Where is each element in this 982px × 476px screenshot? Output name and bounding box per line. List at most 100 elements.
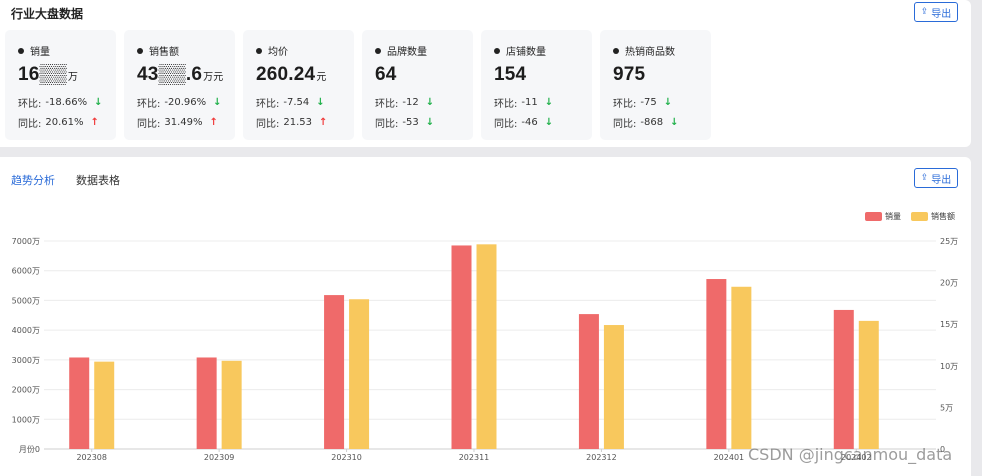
trend-tabs: 趋势分析 数据表格 <box>11 172 120 188</box>
mom-row: 环比: -11 ↓ <box>494 95 553 110</box>
mom-value: -20.96% <box>164 97 207 108</box>
metric-label: 均价 <box>256 43 288 58</box>
yoy-row: 同比: 20.61% ↑ <box>18 115 99 130</box>
export-trend-button[interactable]: ⇪ 导出 <box>914 168 958 188</box>
mom-row: 环比: -12 ↓ <box>375 95 434 110</box>
bullet-icon <box>613 47 619 54</box>
metric-label-text: 销量 <box>30 47 50 58</box>
mom-row: 环比: -18.66% ↓ <box>18 95 103 110</box>
yoy-value: 21.53 <box>283 117 313 128</box>
y-right-tick-label: 10万 <box>940 362 958 371</box>
overview-title: 行业大盘数据 <box>11 7 84 21</box>
metric-value-number: 975 <box>613 64 646 85</box>
metric-card: 销量 16▒▒万 环比: -18.66% ↓ 同比: 20.61% ↑ <box>5 30 116 140</box>
legend-label: 销量 <box>885 212 901 221</box>
metric-label-text: 店铺数量 <box>506 47 546 58</box>
arrow-down-icon: ↓ <box>670 117 679 128</box>
bar-sales-volume <box>451 245 472 449</box>
yoy-row: 同比: -53 ↓ <box>375 115 434 130</box>
bar-sales-volume <box>833 309 854 449</box>
x-tick-label: 202402 <box>841 453 872 462</box>
arrow-down-icon: ↓ <box>425 117 435 128</box>
export-overview-button[interactable]: ⇪ 导出 <box>914 2 958 22</box>
metric-label: 店铺数量 <box>494 43 546 58</box>
bar-sales-volume <box>324 295 345 449</box>
metric-value-number: 64 <box>375 64 397 85</box>
metric-unit: 元 <box>316 72 327 83</box>
y-left-tick-label: 1000万 <box>12 415 40 424</box>
yoy-row: 同比: 21.53 ↑ <box>256 115 327 130</box>
legend-label: 销售额 <box>931 212 955 221</box>
yoy-label: 同比: <box>256 119 280 130</box>
y-left-tick-label: 4000万 <box>12 326 40 335</box>
y-right-tick-label: 25万 <box>940 237 958 246</box>
arrow-down-icon: ↓ <box>544 97 554 108</box>
x-tick-label: 202308 <box>76 453 107 462</box>
bullet-icon <box>375 47 381 54</box>
metric-value-number: 43▒▒.6 <box>137 64 203 85</box>
yoy-value: -868 <box>640 117 664 128</box>
metric-card: 均价 260.24元 环比: -7.54 ↓ 同比: 21.53 ↑ <box>243 30 354 140</box>
arrow-down-icon: ↓ <box>663 97 673 108</box>
arrow-down-icon: ↓ <box>94 97 103 108</box>
legend-swatch <box>911 212 928 221</box>
yoy-value: -53 <box>402 117 419 128</box>
yoy-value: 20.61% <box>45 117 84 128</box>
bullet-icon <box>494 47 500 54</box>
export-icon: ⇪ <box>920 6 929 17</box>
arrow-down-icon: ↓ <box>425 97 435 108</box>
metric-value: 975 <box>613 64 646 86</box>
metric-value: 64 <box>375 64 398 86</box>
bullet-icon <box>256 47 262 54</box>
watermark-text: CSDN @jingcanmou_data <box>748 445 953 464</box>
y-right-tick-label: 0 <box>940 445 945 454</box>
bar-sales-amount <box>221 360 242 449</box>
mom-value: -12 <box>402 97 419 108</box>
arrow-up-icon: ↑ <box>90 117 99 128</box>
yoy-label: 同比: <box>137 119 161 130</box>
overview-panel: 行业大盘数据 ⇪ 导出 销量 16▒▒万 环比: -18.66% ↓ 同比: 20.61% ↑… <box>0 0 971 147</box>
bar-sales-volume <box>196 357 217 449</box>
arrow-down-icon: ↓ <box>316 97 325 108</box>
yoy-label: 同比: <box>494 119 518 130</box>
y-left-tick-label: 月份0 <box>19 444 40 454</box>
y-right-tick-label: 20万 <box>940 279 958 288</box>
x-tick-label: 202311 <box>459 453 490 462</box>
tab-trend-analysis[interactable]: 趋势分析 <box>11 174 55 187</box>
metric-card: 店铺数量 154 环比: -11 ↓ 同比: -46 ↓ <box>481 30 592 140</box>
bullet-icon <box>137 47 143 54</box>
metric-value-number: 154 <box>494 64 527 85</box>
legend-swatch <box>865 212 882 221</box>
arrow-up-icon: ↑ <box>319 117 328 128</box>
legend-item-sales-amount[interactable]: 销售额 <box>911 211 955 222</box>
tab-data-table[interactable]: 数据表格 <box>76 174 120 187</box>
metric-value: 16▒▒万 <box>18 64 78 86</box>
yoy-label: 同比: <box>375 119 399 130</box>
metric-label: 品牌数量 <box>375 43 427 58</box>
mom-label: 环比: <box>375 99 399 110</box>
metric-cards: 销量 16▒▒万 环比: -18.66% ↓ 同比: 20.61% ↑ 销售额 43▒▒.6万元环… <box>5 30 711 140</box>
mom-row: 环比: -20.96% ↓ <box>137 95 222 110</box>
yoy-label: 同比: <box>18 119 42 130</box>
arrow-down-icon: ↓ <box>544 117 554 128</box>
metric-card: 品牌数量 64 环比: -12 ↓ 同比: -53 ↓ <box>362 30 473 140</box>
bar-sales-volume <box>69 357 90 449</box>
metric-card: 热销商品数 975 环比: -75 ↓ 同比: -868 ↓ <box>600 30 711 140</box>
x-tick-label: 202312 <box>586 453 617 462</box>
metric-label-text: 均价 <box>268 47 288 58</box>
metric-value: 260.24元 <box>256 64 327 86</box>
metric-label-text: 品牌数量 <box>387 47 427 58</box>
mom-value: -75 <box>640 97 657 108</box>
y-right-tick-label: 15万 <box>940 320 958 329</box>
export-icon: ⇪ <box>920 172 929 183</box>
mom-value: -18.66% <box>45 97 88 108</box>
metric-value-number: 16▒▒ <box>18 64 67 85</box>
y-left-tick-label: 3000万 <box>12 356 40 365</box>
metric-label: 销量 <box>18 43 50 58</box>
metric-value: 154 <box>494 64 527 86</box>
bar-sales-amount <box>349 299 370 449</box>
arrow-down-icon: ↓ <box>213 97 222 108</box>
export-label: 导出 <box>931 8 952 20</box>
legend-item-sales-volume[interactable]: 销量 <box>865 211 901 222</box>
